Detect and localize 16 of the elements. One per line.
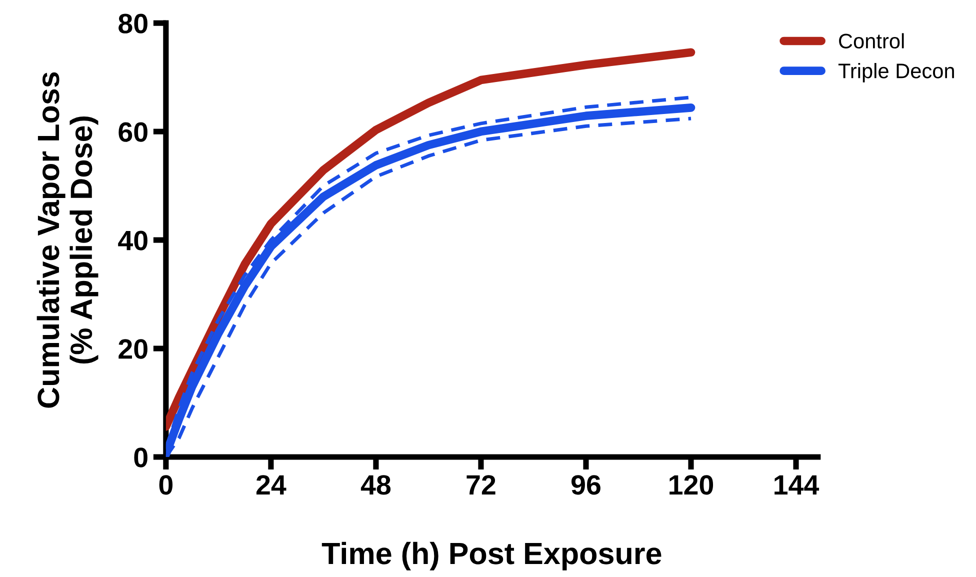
x-tick-label: 96 [571, 475, 600, 495]
y-tick-label: 0 [134, 448, 148, 468]
y-tick-label: 80 [118, 14, 148, 34]
x-tick-label: 120 [670, 475, 714, 495]
x-tick-label: 72 [466, 475, 496, 494]
x-tick-label: 48 [360, 475, 391, 495]
y-axis-title: Cumulative Vapor Loss (% Applied Dose) [36, 72, 98, 408]
x-tick-label: 24 [256, 475, 286, 494]
x-tick-label: 0 [159, 475, 173, 495]
x-tick-label: 144 [774, 475, 820, 494]
y-tick-label: 60 [118, 122, 148, 142]
y-tick-label: 40 [118, 230, 148, 250]
y-tick-label: 20 [118, 339, 148, 359]
x-axis-title: Time (h) Post Exposure [322, 542, 662, 570]
legend-label: Triple Decon [838, 63, 954, 82]
legend-label: Control [839, 33, 904, 48]
